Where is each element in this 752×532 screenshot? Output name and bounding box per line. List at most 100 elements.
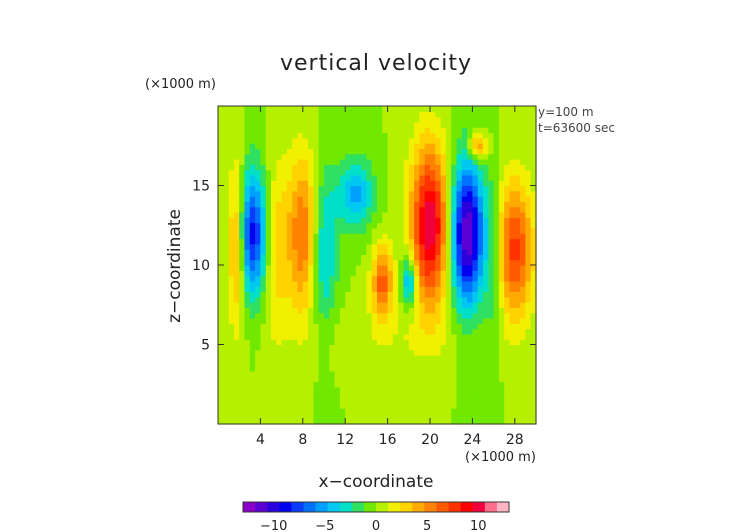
field-cell xyxy=(271,392,277,399)
field-cell xyxy=(239,153,246,160)
field-cell xyxy=(292,137,299,144)
field-cell xyxy=(445,296,452,303)
field-cell xyxy=(265,328,272,335)
field-cell xyxy=(233,349,240,356)
field-cell xyxy=(313,164,320,171)
field-cell xyxy=(239,392,246,399)
field-cell xyxy=(525,217,532,224)
field-cell xyxy=(297,408,304,414)
field-cell xyxy=(477,386,484,393)
field-cell xyxy=(392,355,399,361)
field-cell xyxy=(456,392,463,399)
field-cell xyxy=(430,106,436,112)
field-cell xyxy=(318,318,325,324)
field-cell xyxy=(472,143,479,149)
field-cell xyxy=(461,302,468,308)
field-cell xyxy=(244,270,251,277)
field-cell xyxy=(493,339,500,346)
field-cell xyxy=(414,270,420,277)
field-cell xyxy=(345,413,352,420)
field-cell xyxy=(398,254,405,261)
field-cell xyxy=(260,270,267,277)
field-cell xyxy=(424,302,431,308)
field-cell xyxy=(419,307,426,314)
field-cell xyxy=(292,392,299,399)
field-cell xyxy=(361,127,367,134)
field-cell xyxy=(329,275,336,282)
field-cell xyxy=(324,121,330,128)
field-cell xyxy=(520,111,526,118)
field-cell xyxy=(255,196,261,202)
field-cell xyxy=(313,323,320,330)
field-cell xyxy=(483,339,489,346)
field-cell xyxy=(392,132,399,139)
field-cell xyxy=(281,164,288,171)
field-cell xyxy=(498,371,505,377)
field-cell xyxy=(318,206,325,213)
field-cell xyxy=(445,259,452,266)
field-cell xyxy=(255,365,261,372)
field-cell xyxy=(371,132,378,139)
field-cell xyxy=(286,243,293,250)
field-cell xyxy=(461,397,468,404)
field-cell xyxy=(398,153,405,160)
field-cell xyxy=(451,386,458,393)
field-cell xyxy=(530,318,537,324)
field-cell xyxy=(493,408,500,414)
field-cell xyxy=(255,153,261,160)
field-cell xyxy=(414,212,420,218)
field-cell xyxy=(451,360,458,367)
field-cell xyxy=(334,392,341,399)
field-cell xyxy=(509,243,516,250)
field-cell xyxy=(392,339,399,346)
field-cell xyxy=(387,296,394,303)
colorbar xyxy=(242,501,510,513)
field-cell xyxy=(424,349,431,356)
field-cell xyxy=(366,222,373,229)
field-cell xyxy=(339,196,346,202)
field-cell xyxy=(355,121,362,128)
field-cell xyxy=(483,291,489,298)
field-cell xyxy=(355,402,362,409)
field-cell xyxy=(239,254,246,261)
field-cell xyxy=(403,333,410,340)
field-cell xyxy=(276,185,283,192)
field-cell xyxy=(366,217,373,224)
field-cell xyxy=(318,402,325,409)
field-cell xyxy=(318,275,325,282)
field-cell xyxy=(361,164,367,171)
field-cell xyxy=(514,270,521,277)
field-cell xyxy=(302,365,309,372)
field-cell xyxy=(514,339,521,346)
field-cell xyxy=(419,238,426,245)
field-cell xyxy=(498,227,505,234)
field-cell xyxy=(218,408,224,414)
field-cell xyxy=(355,333,362,340)
field-cell xyxy=(440,265,447,271)
field-cell xyxy=(493,116,500,123)
field-cell xyxy=(398,169,405,176)
field-cell xyxy=(271,339,277,346)
field-cell xyxy=(520,185,526,192)
field-cell xyxy=(382,397,389,404)
field-cell xyxy=(228,328,235,335)
field-cell xyxy=(260,153,267,160)
field-cell xyxy=(430,318,436,324)
field-cell xyxy=(334,106,341,112)
field-cell xyxy=(324,159,330,165)
field-cell xyxy=(408,344,415,351)
field-cell xyxy=(339,312,346,319)
field-cell xyxy=(424,106,431,112)
field-cell xyxy=(249,349,256,356)
field-cell xyxy=(313,318,320,324)
field-cell xyxy=(493,222,500,229)
field-cell xyxy=(509,333,516,340)
field-cell xyxy=(260,106,267,112)
field-cell xyxy=(366,381,373,388)
field-cell xyxy=(514,217,521,224)
field-cell xyxy=(249,243,256,250)
field-cell xyxy=(461,270,468,277)
field-cell xyxy=(445,418,452,425)
field-cell xyxy=(302,180,309,187)
field-cell xyxy=(456,180,463,187)
